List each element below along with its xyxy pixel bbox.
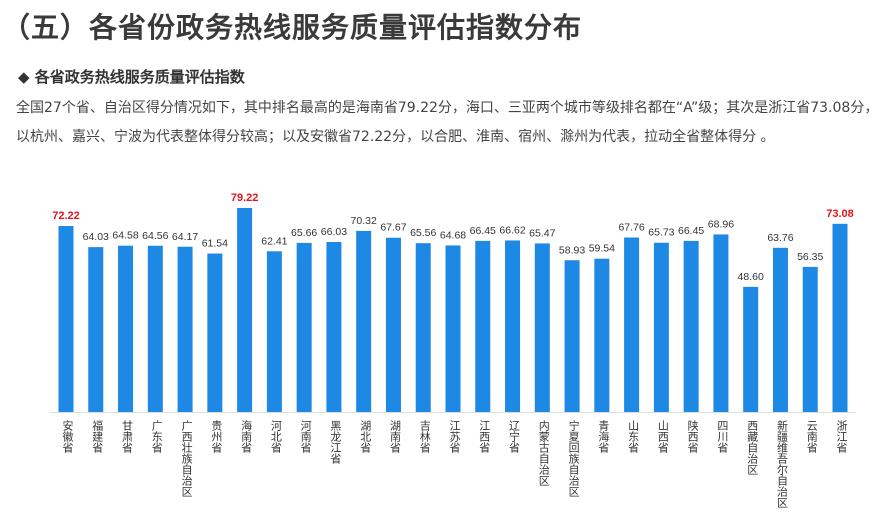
bar (385, 237, 401, 412)
page-title: （五）各省份政务热线服务质量评估指数分布 (2, 11, 583, 44)
data-label: 66.03 (321, 226, 347, 238)
bar (564, 260, 580, 412)
x-tick-label: 云南省 (805, 420, 819, 453)
x-tick-label: 山东省 (626, 420, 640, 453)
bar (743, 286, 759, 412)
x-tick-label: 黑龙江省 (328, 420, 342, 464)
bar (415, 243, 431, 412)
data-label: 65.73 (648, 227, 674, 239)
data-label: 65.56 (410, 227, 436, 239)
bar (445, 245, 461, 412)
data-label: 66.62 (499, 224, 525, 236)
data-label: 73.08 (826, 208, 854, 220)
data-label: 65.47 (529, 227, 555, 239)
x-tick-label: 山西省 (656, 420, 670, 453)
bar (118, 245, 134, 412)
x-tick-label: 辽宁省 (507, 420, 521, 453)
x-tick-label: 江西省 (477, 420, 491, 453)
bar (356, 230, 372, 412)
bar (624, 237, 640, 412)
x-tick-label: 新疆维吾尔自治区 (775, 420, 789, 508)
bar (505, 240, 521, 412)
x-tick-label: 福建省 (90, 420, 104, 453)
bar (237, 208, 253, 412)
bar (88, 247, 104, 412)
description-paragraph: 全国27个省、自治区得分情况如下，其中排名最高的是海南省79.22分，海口、三亚… (16, 100, 879, 145)
x-tick-label: 宁夏回族自治区 (567, 420, 581, 497)
bar (832, 223, 848, 412)
x-tick-label: 江苏省 (448, 420, 461, 453)
bar (177, 246, 193, 412)
x-tick-label: 广西壮族自治区 (180, 420, 194, 497)
data-label: 64.56 (142, 230, 168, 242)
bar (802, 266, 818, 412)
data-label: 59.54 (589, 243, 615, 255)
bar (653, 242, 669, 412)
data-label: 68.96 (708, 218, 734, 230)
data-label: 48.60 (738, 271, 764, 283)
bar (147, 245, 163, 412)
data-label: 67.67 (380, 222, 406, 234)
x-tick-label: 陕西省 (686, 420, 700, 453)
data-label: 58.93 (559, 244, 585, 256)
x-tick-label: 吉林省 (418, 420, 432, 453)
bar (683, 240, 699, 412)
x-tick-label: 河南省 (299, 420, 313, 453)
x-tick-label: 青海省 (596, 420, 610, 453)
x-tick-label: 内蒙古自治区 (537, 420, 551, 486)
x-tick-label: 甘肃省 (120, 420, 134, 453)
section-subtitle: ◆ 各省政务热线服务质量评估指数 (18, 68, 245, 86)
data-label: 65.66 (291, 227, 317, 239)
data-label: 79.22 (231, 192, 259, 204)
x-tick-label: 湖北省 (358, 420, 372, 453)
data-label: 64.68 (440, 229, 466, 241)
data-label: 66.45 (470, 225, 496, 237)
x-tick-label: 海南省 (239, 420, 253, 453)
data-label: 70.32 (351, 215, 377, 227)
bar (296, 242, 312, 412)
data-label: 64.17 (172, 231, 198, 243)
bar (594, 258, 610, 412)
data-label: 64.03 (83, 231, 109, 243)
x-tick-label: 河北省 (269, 420, 283, 453)
bar (713, 234, 729, 412)
bar (534, 243, 550, 412)
data-label: 66.45 (678, 225, 704, 237)
bar (207, 253, 223, 412)
x-tick-label: 西藏自治区 (745, 420, 759, 475)
x-tick-label: 四川省 (715, 420, 729, 453)
bar (266, 251, 282, 412)
data-label: 72.22 (52, 210, 80, 222)
data-label: 61.54 (202, 238, 228, 250)
data-label: 64.58 (112, 230, 138, 242)
x-tick-label: 广东省 (150, 420, 164, 453)
data-label: 56.35 (797, 251, 823, 263)
x-tick-label: 安徽省 (61, 420, 74, 453)
bar (772, 247, 788, 412)
data-label: 62.41 (261, 235, 287, 247)
bar (326, 241, 342, 412)
bar (475, 240, 491, 412)
bar (58, 226, 74, 412)
data-label: 63.76 (767, 232, 793, 244)
x-tick-label: 湖南省 (388, 420, 402, 453)
x-tick-label: 贵州省 (209, 420, 223, 453)
data-label: 67.76 (618, 222, 644, 234)
x-tick-label: 浙江省 (835, 420, 848, 453)
